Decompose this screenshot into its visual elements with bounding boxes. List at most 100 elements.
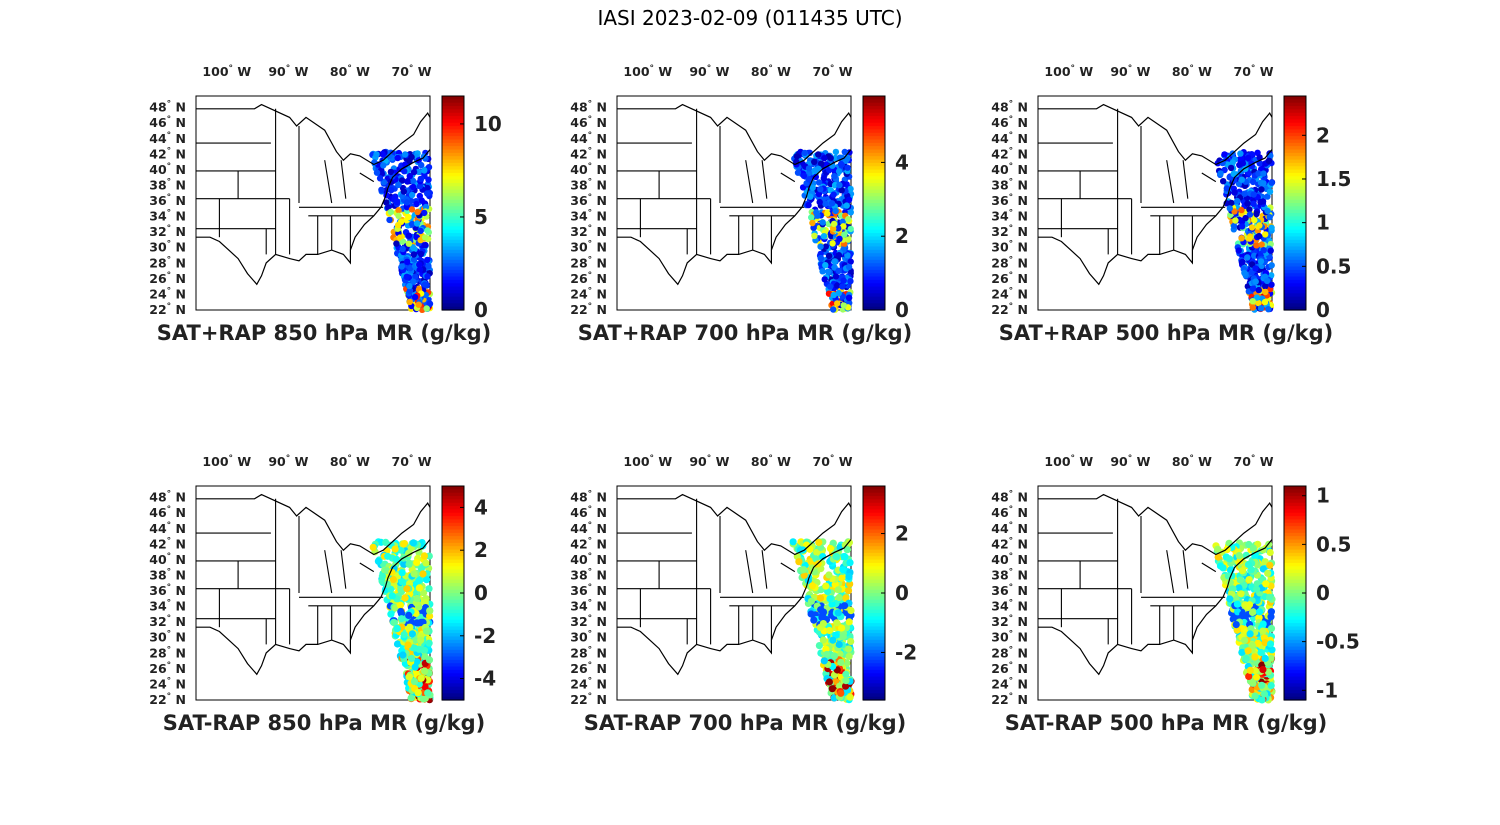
colorbar: -4 -2 0 2 4 <box>441 485 496 701</box>
swath-footprint <box>1234 197 1241 205</box>
swath-footprint <box>1235 247 1242 254</box>
latitude-label: 42° N <box>991 146 1028 161</box>
swath-footprint <box>819 219 826 226</box>
colorbar-step <box>863 273 885 278</box>
colorbar-step <box>442 599 464 604</box>
swath-footprint <box>822 262 829 269</box>
latitude-label: 26° N <box>149 661 186 676</box>
colorbar-step <box>1284 299 1306 304</box>
colorbar-step <box>863 502 885 507</box>
colorbar-step <box>442 266 464 271</box>
swath-footprint <box>1237 150 1244 157</box>
swath-footprint <box>1238 155 1245 162</box>
colorbar-step <box>442 663 464 668</box>
colorbar-step <box>1284 196 1306 201</box>
colorbar-step <box>863 263 885 268</box>
latitude-label: 40° N <box>149 552 186 567</box>
swath-footprint <box>1259 627 1267 635</box>
colorbar-step <box>1284 203 1306 207</box>
swath-footprint <box>405 232 413 239</box>
swath-footprint <box>811 158 818 166</box>
swath-footprint <box>1260 690 1269 698</box>
swath-footprint <box>1227 164 1235 172</box>
colorbar-step <box>1284 619 1306 624</box>
satellite-swath <box>1212 539 1276 704</box>
swath-footprint <box>830 291 837 299</box>
latitude-label: 38° N <box>570 567 607 582</box>
colorbar-tick-label: 2 <box>895 224 909 248</box>
swath-footprint <box>1246 235 1253 242</box>
colorbar-step <box>863 643 885 648</box>
colorbar-step <box>1284 562 1306 567</box>
colorbar-step <box>863 243 885 248</box>
colorbar-step <box>863 566 885 571</box>
colorbar-step <box>863 546 885 551</box>
swath-footprint <box>840 223 847 230</box>
colorbar-step <box>863 539 885 544</box>
latitude-label: 40° N <box>570 162 607 177</box>
swath-footprint <box>821 276 828 283</box>
colorbar-step <box>863 112 885 117</box>
swath-footprint <box>413 619 421 627</box>
latitude-label: 36° N <box>570 583 607 598</box>
swath-footprint <box>1245 576 1253 584</box>
swath-footprint <box>831 173 838 180</box>
colorbar-step <box>1284 593 1306 597</box>
colorbar-step <box>442 492 464 497</box>
colorbar-step <box>1284 579 1306 584</box>
colorbar-tick-label: -2 <box>895 640 917 664</box>
swath-footprint <box>1219 159 1226 167</box>
colorbar-step <box>863 99 885 104</box>
swath-footprint <box>421 209 428 217</box>
swath-footprint <box>845 652 853 661</box>
swath-footprint <box>845 573 853 581</box>
colorbar-step <box>442 176 464 181</box>
latitude-label: 28° N <box>149 255 186 270</box>
swath-footprint <box>1230 222 1238 230</box>
colorbar-step <box>863 496 885 500</box>
colorbar-step <box>1284 689 1306 694</box>
swath-footprint <box>819 268 826 275</box>
swath-footprint <box>1246 630 1254 638</box>
latitude-label: 40° N <box>149 162 186 177</box>
swath-footprint <box>426 300 433 307</box>
colorbar-step <box>442 102 464 107</box>
swath-footprint <box>405 560 413 568</box>
longitude-label: 80° W <box>751 64 791 79</box>
swath-footprint <box>836 235 843 242</box>
colorbar-step <box>442 182 464 187</box>
panel-title: SAT-RAP 850 hPa MR (g/kg) <box>163 711 486 735</box>
swath-footprint <box>408 206 416 213</box>
colorbar-step <box>442 686 464 691</box>
colorbar-step <box>863 233 885 238</box>
swath-footprint <box>1244 200 1251 207</box>
swath-footprint <box>1257 198 1264 206</box>
colorbar-step <box>1284 182 1306 187</box>
colorbar-step <box>863 489 885 494</box>
latitude-label: 36° N <box>991 583 1028 598</box>
colorbar-step <box>442 303 464 308</box>
swath-footprint <box>838 624 846 632</box>
colorbar-step <box>1284 653 1306 658</box>
colorbar-step <box>1284 643 1306 648</box>
swath-footprint <box>789 538 797 546</box>
satellite-swath <box>789 538 855 704</box>
colorbar-step <box>863 593 885 597</box>
colorbar-step <box>1284 256 1306 261</box>
colorbar-step <box>863 589 885 594</box>
swath-footprint <box>1225 555 1233 563</box>
swath-footprint <box>835 640 843 649</box>
colorbar-step <box>863 579 885 584</box>
latitude-label: 30° N <box>149 240 186 255</box>
swath-footprint <box>1249 285 1257 292</box>
colorbar-step <box>863 116 885 120</box>
colorbar-step <box>863 199 885 204</box>
panel-title: SAT-RAP 700 hPa MR (g/kg) <box>584 711 907 735</box>
swath-footprint <box>843 546 851 554</box>
colorbar-step <box>442 536 464 541</box>
colorbar-tick-label: 0 <box>474 298 488 322</box>
latitude-label: 26° N <box>570 661 607 676</box>
swath-footprint <box>830 191 837 198</box>
colorbar-step <box>442 653 464 658</box>
colorbar-tick-label: 1.5 <box>1316 167 1351 191</box>
